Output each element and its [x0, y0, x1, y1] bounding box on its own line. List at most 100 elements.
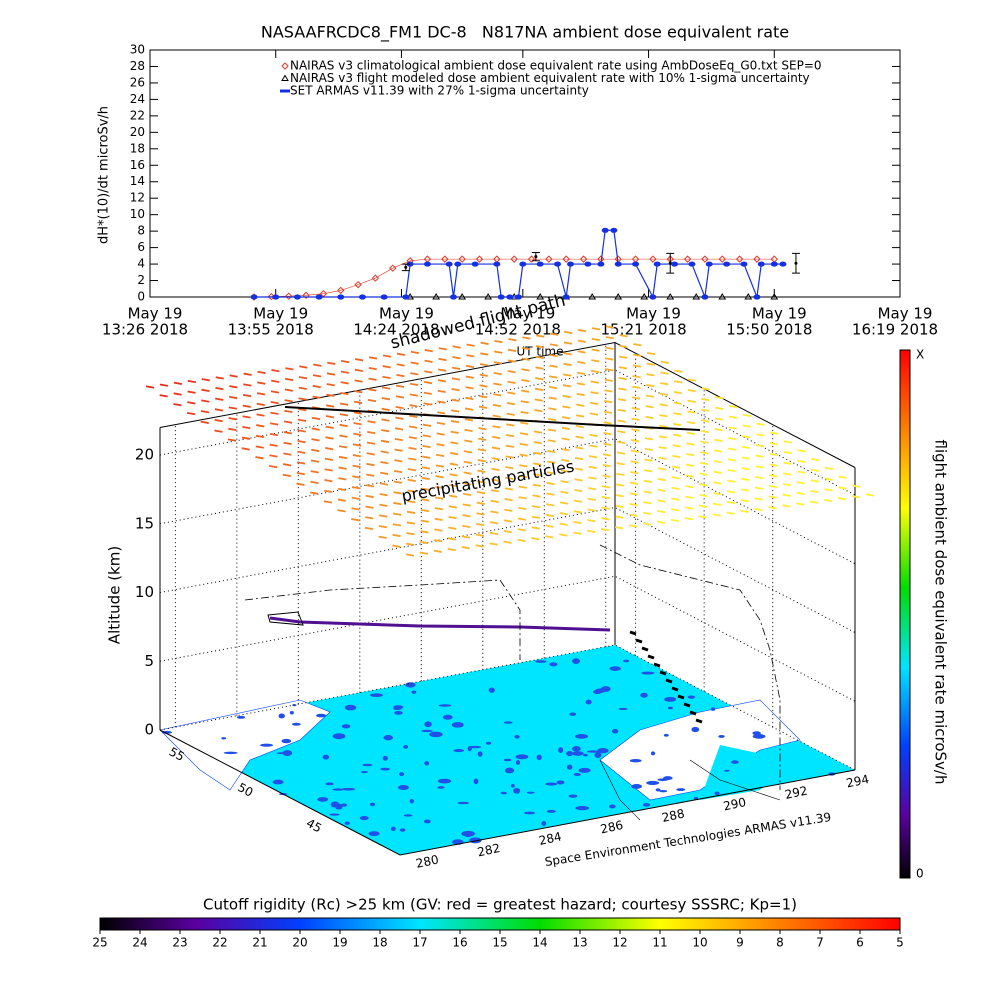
- map-lake: [611, 728, 619, 734]
- particle-dash: [726, 490, 736, 494]
- particle-dash: [392, 523, 401, 527]
- particle-dash: [686, 453, 695, 457]
- particle-dash: [424, 359, 433, 363]
- particle-dash: [701, 387, 710, 391]
- particle-dash: [476, 523, 485, 527]
- map-lake: [515, 760, 521, 766]
- colorbar-tick-label: 25: [92, 936, 107, 950]
- map-lake: [260, 743, 274, 747]
- particle-dash: [227, 438, 237, 442]
- particle-dash: [797, 459, 806, 464]
- particle-dash: [215, 386, 224, 391]
- map-lake: [566, 764, 573, 770]
- marker: [562, 255, 570, 263]
- map-lake: [161, 730, 172, 734]
- particle-dash: [461, 546, 470, 550]
- particle-dash: [756, 422, 765, 426]
- particle-dash: [493, 361, 503, 365]
- particle-dash: [324, 457, 334, 461]
- particle-dash: [618, 376, 627, 381]
- particle-dash: [614, 526, 624, 530]
- map-lake: [572, 751, 584, 756]
- particle-dash: [517, 538, 526, 543]
- particle-dash: [421, 476, 430, 481]
- marker: [632, 261, 640, 267]
- colorbar-title: Cutoff rigidity (Rc) >25 km (GV: red = g…: [203, 896, 797, 914]
- map-lake: [332, 733, 346, 740]
- particle-dash: [796, 502, 805, 506]
- marker: [475, 255, 484, 263]
- particle-dash: [367, 398, 377, 403]
- particle-dash: [312, 395, 321, 399]
- particle-dash: [338, 477, 347, 481]
- particle-dash: [423, 402, 432, 406]
- particle-dash: [865, 493, 875, 497]
- particle-dash: [421, 487, 430, 491]
- particle-dash: [686, 442, 695, 446]
- map-lake: [335, 803, 343, 810]
- particle-dash: [201, 388, 210, 392]
- particle-dash: [518, 506, 527, 511]
- particle-dash: [824, 488, 833, 492]
- particle-dash: [382, 375, 391, 379]
- particle-dash: [574, 488, 583, 493]
- particle-dash: [255, 434, 265, 439]
- particle-dash: [494, 350, 503, 354]
- particle-dash: [605, 336, 614, 340]
- particle-dash: [408, 425, 418, 429]
- y-tick-label: 6: [137, 240, 145, 254]
- particle-dash: [492, 414, 501, 418]
- colorbar-tick-label: 17: [412, 936, 427, 950]
- map-lake: [370, 802, 376, 807]
- marker: [666, 293, 675, 300]
- y-tick-label: 12: [130, 191, 145, 205]
- particle-dash: [422, 455, 431, 459]
- marker: [293, 294, 301, 300]
- colorbar-tick-label: 24: [132, 936, 147, 950]
- particle-dash: [282, 473, 291, 478]
- x-tick-label: 13:55 2018: [228, 321, 314, 339]
- particle-dash: [434, 496, 444, 500]
- x-tick-label: 292: [784, 783, 809, 801]
- particle-dash: [714, 428, 723, 432]
- particle-dash: [241, 447, 250, 451]
- colorbar-min-label: 0: [916, 867, 924, 881]
- particle-dash: [283, 452, 292, 456]
- particle-dash: [479, 384, 488, 388]
- particle-dash: [698, 515, 707, 519]
- map-lake: [546, 809, 556, 813]
- particle-dash: [560, 490, 569, 494]
- particle-dash: [507, 370, 516, 374]
- particle-dash: [493, 382, 502, 386]
- marker: [449, 294, 457, 300]
- particle-dash: [312, 374, 322, 378]
- particle-dash: [643, 490, 652, 494]
- particle-dash: [476, 512, 485, 516]
- particle-dash: [242, 415, 251, 419]
- particle-dash: [659, 424, 668, 428]
- particle-dash: [616, 472, 625, 477]
- particle-dash: [326, 383, 335, 387]
- map-lake: [631, 784, 643, 789]
- particle-dash: [340, 381, 349, 385]
- particle-dash: [215, 397, 224, 401]
- particle-dash: [603, 410, 613, 414]
- particle-dash: [629, 481, 639, 485]
- x-tick-label: 15:50 2018: [726, 321, 812, 339]
- map-lake: [691, 726, 700, 733]
- map-lake: [659, 789, 668, 793]
- particle-dash: [754, 486, 764, 490]
- legend-label: NAIRAS v3 flight modeled dose ambient eq…: [290, 71, 810, 85]
- marker: [536, 293, 545, 300]
- particle-dash: [480, 341, 489, 345]
- particle-dash: [478, 437, 487, 441]
- particle-dash: [368, 366, 377, 371]
- particle-dash: [561, 448, 570, 452]
- particle-dash: [378, 535, 387, 539]
- particle-dash: [381, 418, 390, 422]
- particle-dash: [298, 408, 307, 412]
- particle-dash: [382, 365, 391, 369]
- y-tick-label: 50: [235, 780, 255, 800]
- particle-dash: [591, 359, 600, 363]
- particle-dash: [257, 370, 266, 375]
